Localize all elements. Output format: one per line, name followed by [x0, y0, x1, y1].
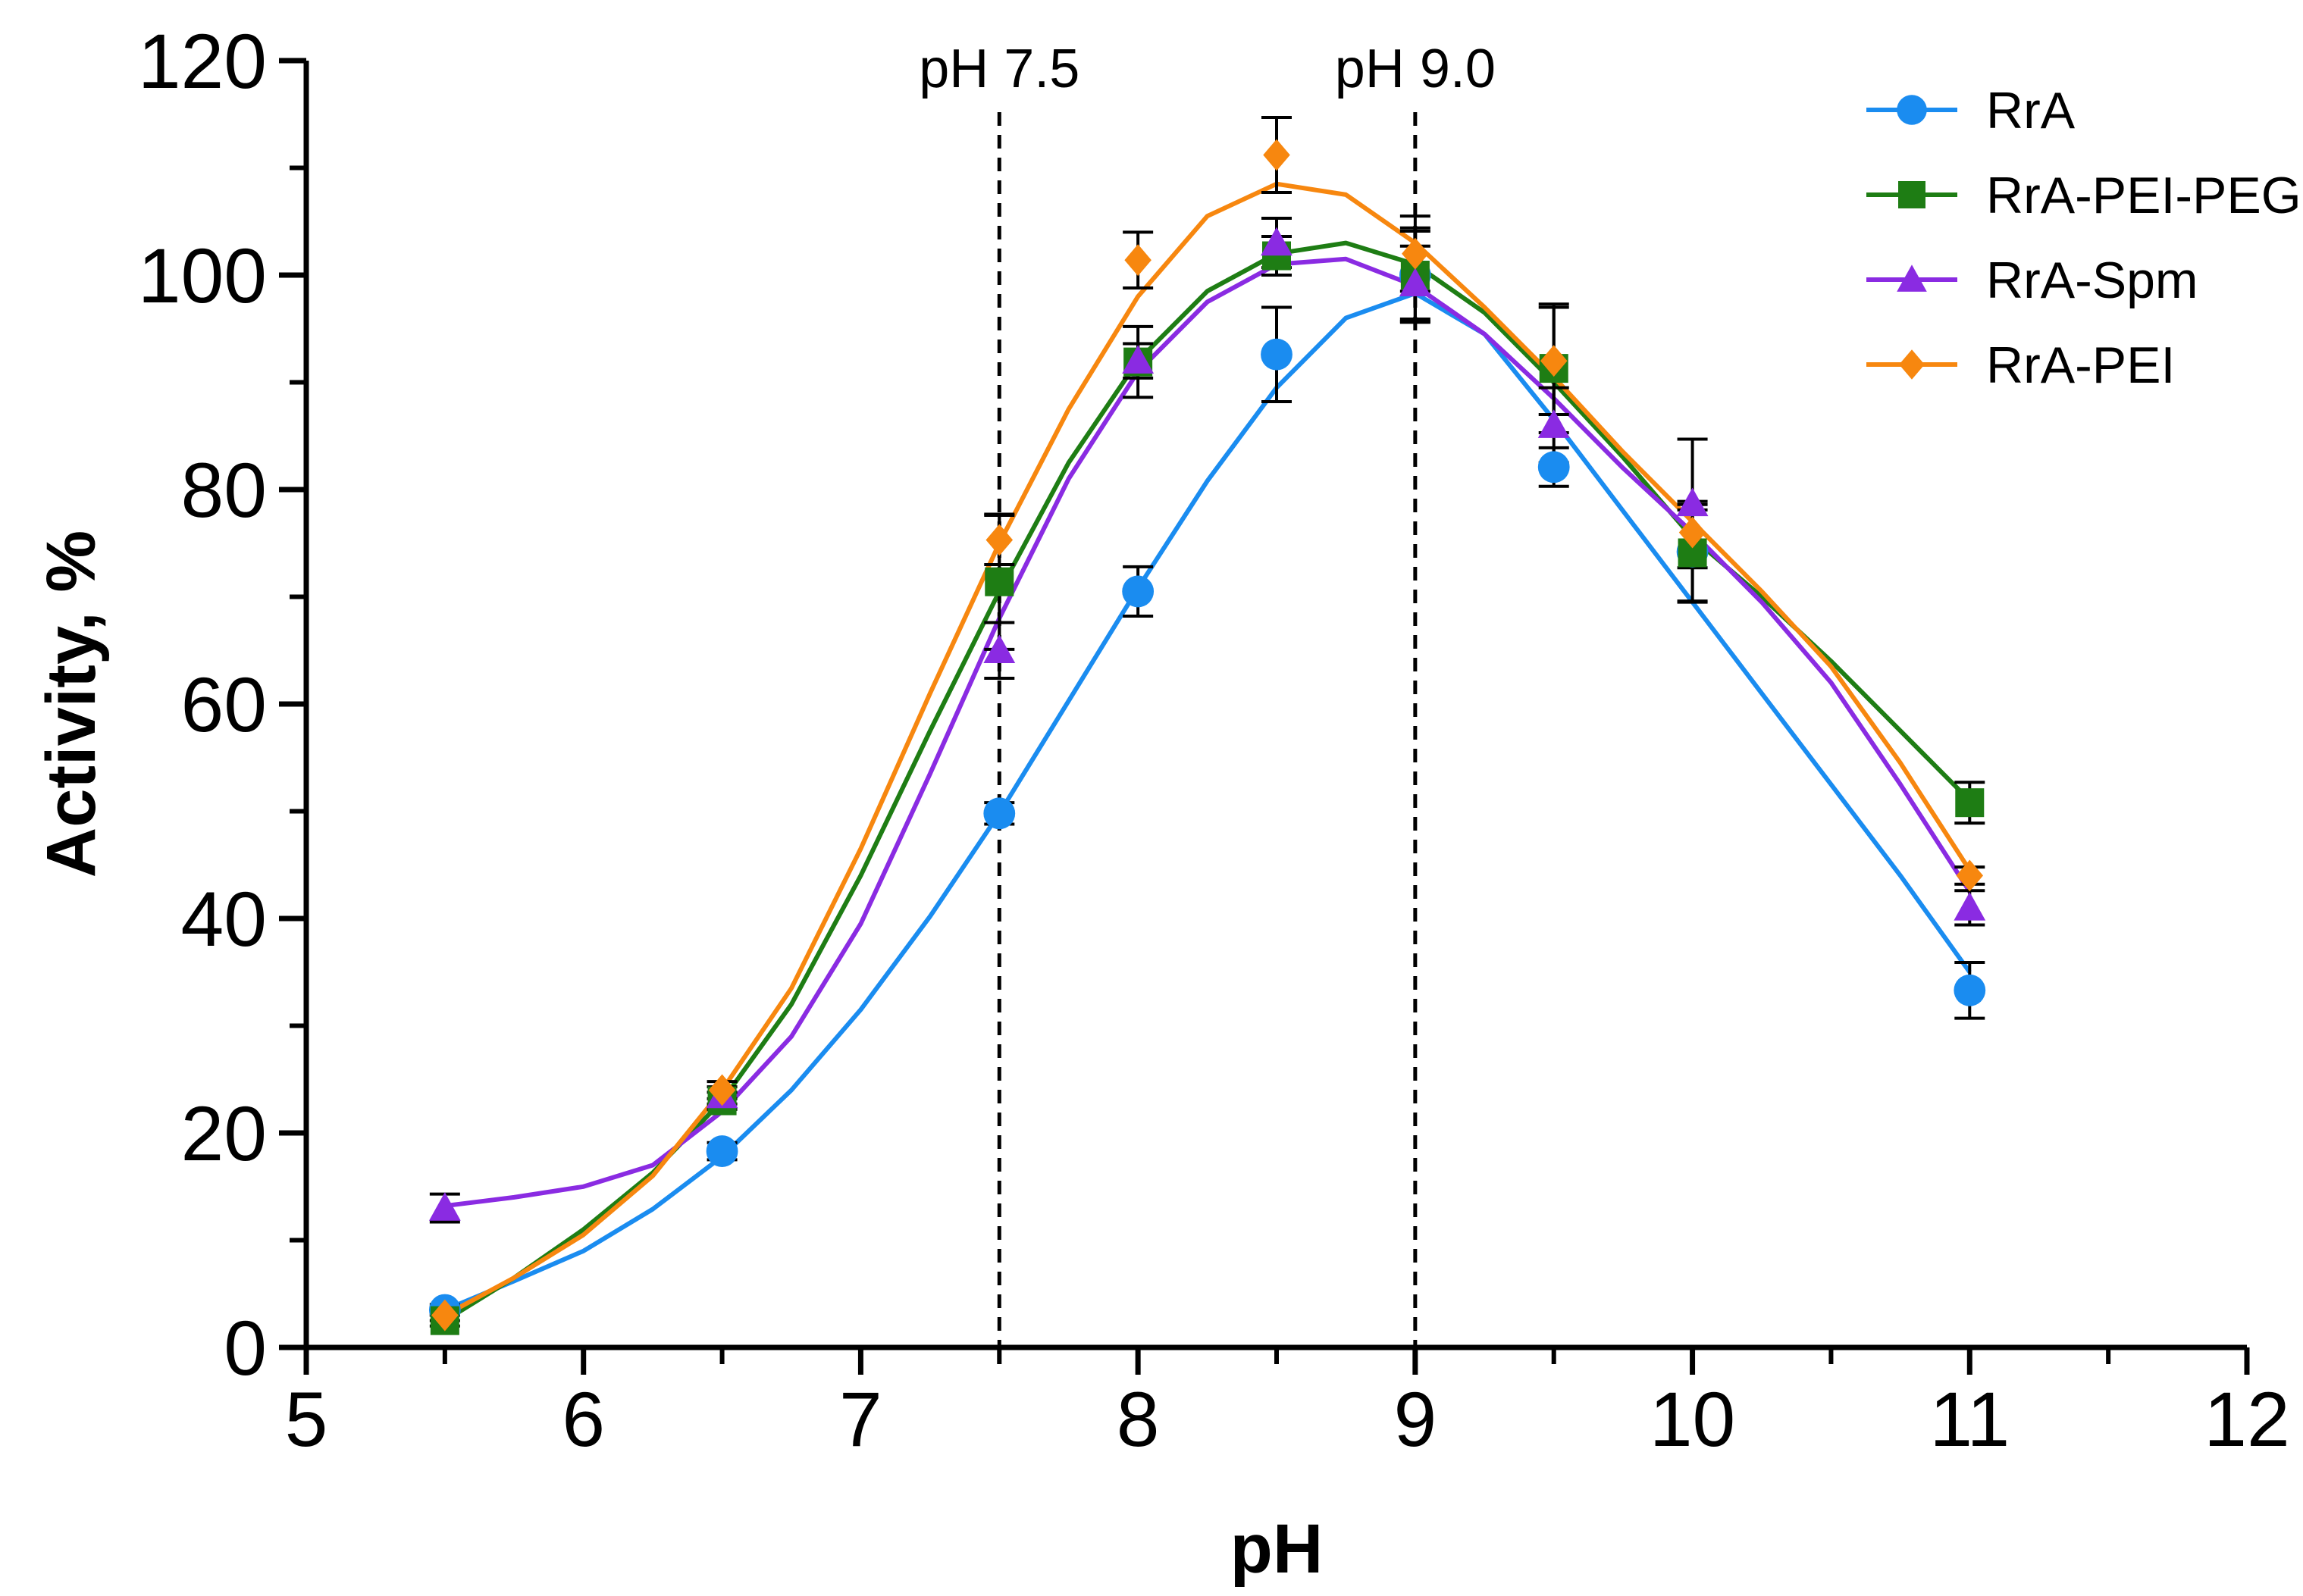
data-point-rra-spm [983, 634, 1016, 663]
data-point-rra-spm [428, 1192, 461, 1221]
data-point-rra-pei-peg [985, 567, 1014, 596]
y-tick-label: 80 [181, 447, 267, 534]
data-point-rra-pei [1263, 139, 1290, 171]
y-tick-label: 120 [138, 18, 267, 105]
data-point-rra-spm [1399, 268, 1431, 297]
data-point-rra [1954, 974, 1986, 1006]
data-point-rra-spm [1676, 487, 1709, 517]
data-point-rra-pei [431, 1299, 459, 1332]
legend-label-rra-spm: RrA-Spm [1986, 252, 2198, 309]
data-point-rra-pei-peg [1955, 788, 1985, 818]
y-axis-title: Activity, % [33, 530, 110, 878]
data-point-rra-pei [1678, 516, 1706, 549]
data-point-rra-spm [1537, 409, 1570, 438]
x-tick-label: 7 [839, 1376, 882, 1463]
reference-line-label: pH 9.0 [1335, 39, 1496, 99]
data-point-rra-spm [1261, 227, 1292, 256]
fit-curve-rra-pei-peg [443, 240, 1972, 1323]
x-tick-label: 9 [1393, 1376, 1437, 1463]
data-point-rra-spm [1122, 345, 1155, 374]
data-markers [428, 139, 1986, 1335]
data-point-rra [1261, 338, 1292, 371]
legend-marker-rra-pei-peg [1898, 181, 1925, 208]
x-tick-label: 11 [1929, 1376, 2010, 1463]
fit-curve-rra [443, 291, 1972, 1313]
data-point-rra-pei [708, 1074, 736, 1106]
x-tick-label: 6 [562, 1376, 605, 1463]
fit-curves [443, 181, 1972, 1323]
error-bars [429, 115, 1985, 1328]
x-tick-label: 12 [2204, 1376, 2289, 1463]
data-point-rra-spm [1954, 891, 1986, 921]
data-point-rra [1537, 451, 1570, 483]
fit-curve-rra-pei [443, 181, 1972, 1318]
y-tick-label: 60 [181, 662, 267, 748]
reference-line-label: pH 7.5 [919, 39, 1079, 99]
x-axis-title: pH [1230, 1510, 1324, 1588]
data-point-rra [983, 797, 1016, 830]
x-tick-label: 5 [285, 1376, 328, 1463]
data-point-rra-pei [1956, 859, 1984, 892]
x-tick-label: 10 [1650, 1376, 1735, 1463]
legend-label-rra-pei-peg: RrA-PEI-PEG [1986, 167, 2301, 224]
legend-marker-rra-spm [1897, 264, 1927, 292]
legend-marker-rra [1897, 95, 1927, 125]
data-point-rra-pei [1402, 237, 1429, 270]
reference-lines: pH 7.5 pH 9.0 [919, 39, 1496, 1347]
data-point-rra-pei [1540, 345, 1568, 377]
legend: RrA RrA-PEI-PEG RrA-Spm RrA-PEI [1866, 82, 2301, 394]
y-tick-label: 40 [181, 876, 267, 962]
y-tick-label: 100 [138, 233, 267, 319]
data-point-rra-pei [985, 524, 1014, 556]
data-point-rra [1122, 575, 1155, 608]
fit-curve-rra-spm [444, 256, 1972, 1209]
legend-label-rra: RrA [1986, 82, 2076, 139]
data-point-rra-pei [1124, 244, 1152, 277]
y-tick-label: 20 [181, 1091, 267, 1177]
y-tick-label: 0 [224, 1305, 267, 1391]
data-point-rra [706, 1135, 738, 1167]
legend-label-rra-pei: RrA-PEI [1986, 336, 2175, 394]
x-tick-label: 8 [1117, 1376, 1160, 1463]
legend-marker-rra-pei [1899, 349, 1925, 380]
